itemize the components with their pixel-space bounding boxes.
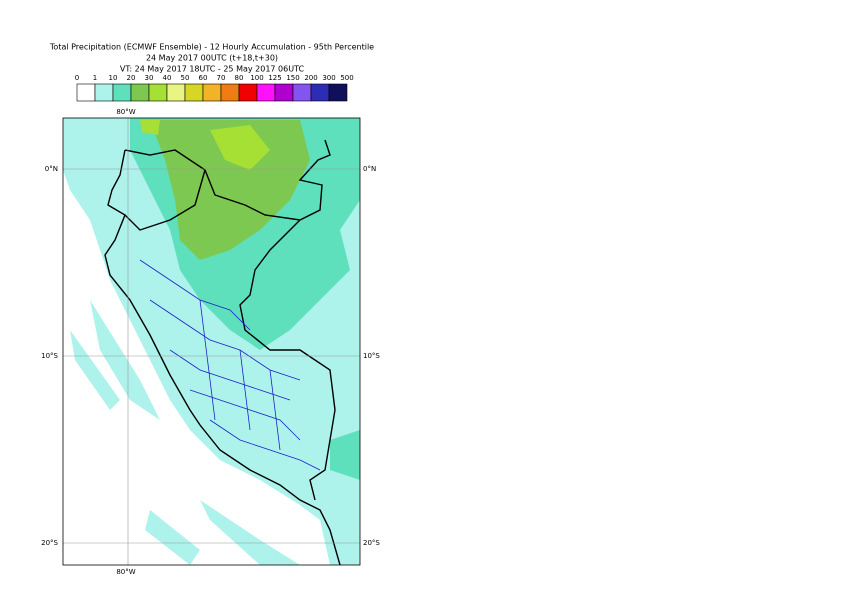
legend-swatch — [274, 83, 294, 102]
lat-label: 0°N — [363, 165, 376, 173]
legend-swatch — [202, 83, 222, 102]
legend: 0 1 10 20 30 40 50 60 70 80 100 125 150 200 300 500 — [75, 74, 354, 102]
legend-swatch — [256, 83, 276, 102]
legend-swatch — [76, 83, 96, 102]
precip-20-30 — [150, 120, 310, 260]
precip-1-10 — [70, 300, 300, 565]
legend-label: 150 — [286, 74, 299, 82]
lat-label: 20°S — [363, 539, 380, 547]
legend-label: 80 — [235, 74, 244, 82]
legend-label: 100 — [250, 74, 263, 82]
lon-label: 80°W — [116, 108, 135, 116]
legend-label: 30 — [145, 74, 154, 82]
title-line: Total Precipitation (ECMWF Ensemble) - 1… — [49, 43, 374, 52]
legend-label: 10 — [109, 74, 118, 82]
title-line: VT: 24 May 2017 18UTC - 25 May 2017 06UT… — [120, 65, 305, 74]
map-frame — [62, 117, 361, 566]
legend-label: 50 — [181, 74, 190, 82]
title-line: 24 May 2017 00UTC (t+18,t+30) — [146, 54, 278, 63]
legend-label: 70 — [217, 74, 226, 82]
legend-label: 0 — [75, 74, 79, 82]
lat-label: 10°S — [363, 352, 380, 360]
legend-swatch — [130, 83, 150, 102]
legend-label: 1 — [93, 74, 97, 82]
legend-swatch — [310, 83, 330, 102]
legend-swatch — [148, 83, 168, 102]
precip-30-40 — [140, 120, 270, 170]
legend-swatch — [166, 83, 186, 102]
legend-label: 500 — [340, 74, 353, 82]
region-border — [139, 259, 321, 471]
lat-label: 0°N — [45, 165, 58, 173]
coastline — [104, 149, 341, 565]
legend-swatch — [328, 83, 348, 102]
legend-label: 125 — [268, 74, 281, 82]
legend-swatch — [94, 83, 114, 102]
legend-swatch — [184, 83, 204, 102]
lat-label: 10°S — [41, 352, 58, 360]
legend-swatch — [292, 83, 312, 102]
map: 80°W 80°W 0°N 10°S 20°S 0°N 10°S 20°S — [41, 108, 380, 576]
legend-swatch — [112, 83, 132, 102]
legend-label: 200 — [304, 74, 317, 82]
lon-label: 80°W — [116, 568, 135, 576]
country-border — [124, 139, 336, 501]
legend-label: 20 — [127, 74, 136, 82]
legend-label: 60 — [199, 74, 208, 82]
legend-label: 40 — [163, 74, 172, 82]
legend-swatch — [220, 83, 240, 102]
legend-label: 300 — [322, 74, 335, 82]
lat-label: 20°S — [41, 539, 58, 547]
legend-swatch — [238, 83, 258, 102]
